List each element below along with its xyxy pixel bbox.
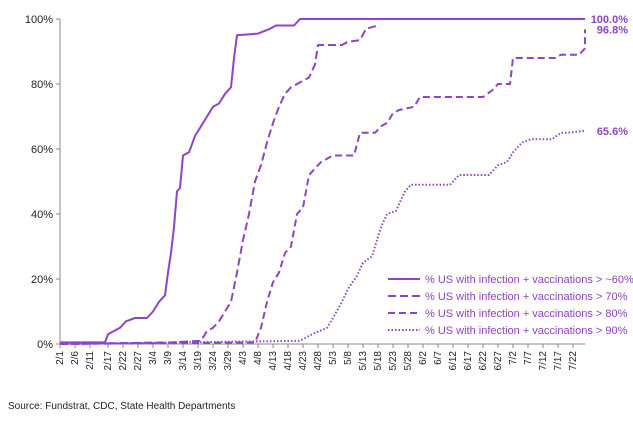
x-tick-label: 3/19 bbox=[193, 351, 204, 371]
x-tick-label: 6/12 bbox=[448, 351, 459, 371]
y-tick-label: 40% bbox=[31, 209, 53, 221]
end-labels: 100.0%96.8% 65.6% bbox=[591, 14, 629, 138]
end-label-4: 65.6% bbox=[597, 126, 628, 138]
x-tick-label: 5/28 bbox=[403, 351, 414, 371]
x-tick-label: 4/3 bbox=[238, 351, 249, 365]
legend-label-3: % US with infection + vaccinations > 80% bbox=[425, 308, 628, 320]
x-tick-label: 3/14 bbox=[178, 351, 189, 371]
x-tick-label: 7/17 bbox=[553, 351, 564, 371]
x-tick-label: 5/3 bbox=[328, 351, 339, 365]
x-tick-label: 7/22 bbox=[568, 351, 579, 371]
x-tick-label: 4/13 bbox=[268, 351, 279, 371]
x-tick-label: 2/17 bbox=[103, 351, 114, 371]
series-line-4 bbox=[59, 129, 586, 345]
x-tick-label: 6/22 bbox=[478, 351, 489, 371]
x-tick-label: 7/12 bbox=[538, 351, 549, 371]
x-tick-label: 4/8 bbox=[253, 351, 264, 365]
x-tick-label: 2/27 bbox=[133, 351, 144, 371]
x-tick-label: 2/6 bbox=[70, 351, 81, 365]
x-tick-label: 3/29 bbox=[223, 351, 234, 371]
x-tick-label: 4/23 bbox=[298, 351, 309, 371]
x-tick-label: 3/9 bbox=[163, 351, 174, 365]
x-tick-label: 6/2 bbox=[418, 351, 429, 365]
y-tick-label: 80% bbox=[31, 79, 53, 91]
source-note: Source: Fundstrat, CDC, State Health Dep… bbox=[8, 401, 236, 412]
series-layer bbox=[59, 18, 586, 345]
legend: % US with infection + vaccinations > ~60… bbox=[388, 274, 633, 337]
series-line-1 bbox=[60, 18, 585, 344]
x-tick-label: 2/22 bbox=[118, 351, 129, 371]
x-tick-label: 6/17 bbox=[463, 351, 474, 371]
x-tick-label: 5/18 bbox=[373, 351, 384, 371]
legend-label-1: % US with infection + vaccinations > ~60… bbox=[425, 274, 633, 286]
end-label-1: 100.0% bbox=[591, 14, 629, 26]
y-tick-label: 20% bbox=[31, 274, 53, 286]
y-tick-label: 0% bbox=[37, 339, 53, 351]
x-tick-label: 5/8 bbox=[343, 351, 354, 365]
series-line-2 bbox=[59, 24, 379, 345]
x-tick-label: 7/2 bbox=[508, 351, 519, 365]
x-tick-label: 2/11 bbox=[85, 351, 96, 370]
x-axis: 2/1 2/6 2/11 2/17 2/22 2/27 3/4 3/9 3/14 3/19 3/24… bbox=[55, 343, 585, 371]
y-tick-label: 60% bbox=[31, 144, 53, 156]
y-axis: 0% 20% 40% 60% 80% 100% bbox=[25, 14, 61, 351]
x-tick-label: 2/1 bbox=[55, 351, 66, 365]
y-tick-label: 100% bbox=[25, 14, 53, 26]
x-tick-label: 5/13 bbox=[358, 351, 369, 371]
x-tick-label: 3/4 bbox=[148, 351, 159, 365]
legend-label-2: % US with infection + vaccinations > 70% bbox=[425, 291, 628, 303]
legend-label-4: % US with infection + vaccinations > 90% bbox=[425, 325, 628, 337]
x-tick-label: 7/7 bbox=[523, 351, 534, 365]
x-tick-label: 3/24 bbox=[208, 351, 219, 371]
x-tick-label: 5/23 bbox=[388, 351, 399, 371]
x-tick-label: 4/18 bbox=[283, 351, 294, 371]
x-tick-label: 4/28 bbox=[313, 351, 324, 371]
series-line-3 bbox=[59, 29, 586, 345]
end-label-3: 96.8% bbox=[597, 24, 628, 36]
x-tick-label: 6/7 bbox=[433, 351, 444, 365]
x-tick-label: 6/27 bbox=[493, 351, 504, 371]
